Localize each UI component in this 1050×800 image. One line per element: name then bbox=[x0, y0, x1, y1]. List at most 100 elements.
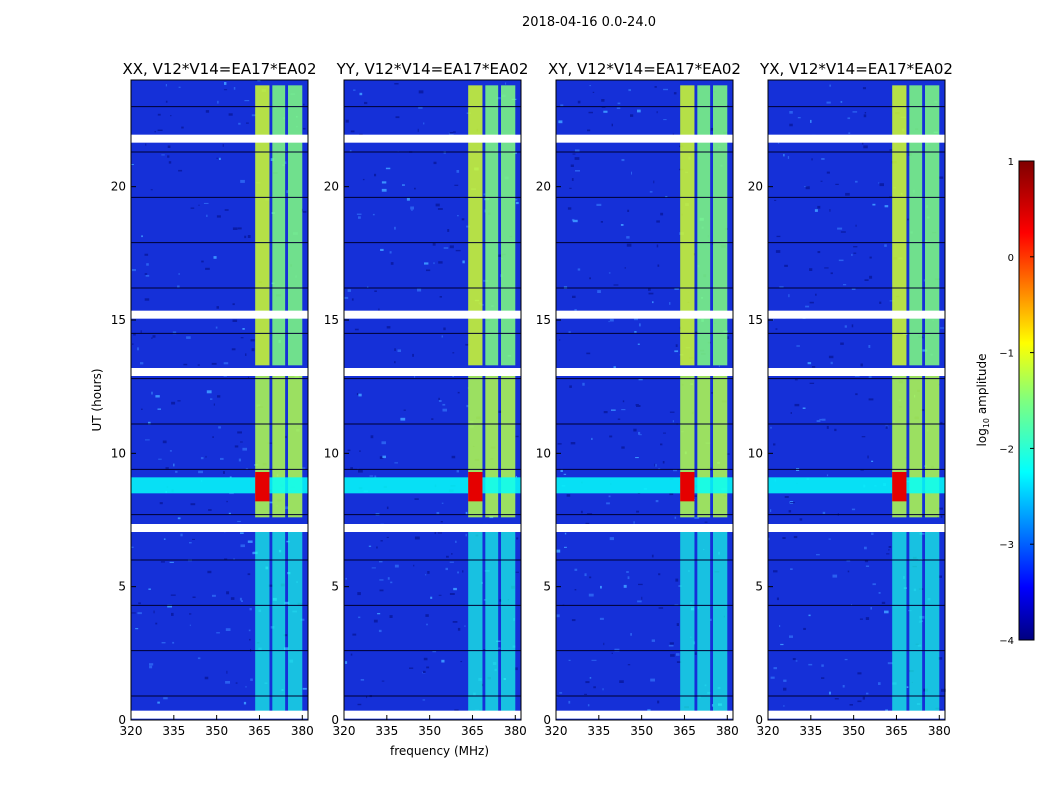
noise-cell bbox=[862, 87, 866, 90]
noise-cell bbox=[638, 431, 641, 435]
band-lower bbox=[255, 528, 270, 712]
noise-cell bbox=[570, 442, 576, 445]
noise-cell bbox=[821, 158, 825, 160]
noise-cell bbox=[243, 701, 247, 705]
noise-cell bbox=[616, 107, 621, 109]
noise-cell bbox=[601, 99, 605, 102]
noise-cell bbox=[151, 337, 153, 339]
noise-cell bbox=[161, 642, 166, 644]
noise-cell bbox=[418, 106, 423, 109]
noise-cell bbox=[608, 320, 610, 323]
noise-cell bbox=[189, 542, 192, 544]
noise-cell bbox=[870, 606, 872, 610]
noise-cell bbox=[422, 699, 426, 701]
data-gap bbox=[768, 524, 945, 532]
noise-cell bbox=[148, 421, 151, 425]
noise-cell bbox=[378, 308, 380, 311]
noise-cell bbox=[584, 573, 587, 577]
noise-cell bbox=[784, 496, 789, 498]
noise-cell bbox=[611, 652, 613, 654]
noise-cell bbox=[435, 203, 440, 207]
noise-cell bbox=[694, 517, 700, 519]
noise-cell bbox=[457, 215, 459, 217]
noise-cell bbox=[240, 179, 245, 183]
noise-cell bbox=[172, 641, 175, 644]
noise-cell bbox=[641, 596, 643, 600]
noise-cell bbox=[483, 193, 486, 196]
noise-cell bbox=[773, 443, 776, 446]
noise-cell bbox=[189, 613, 192, 615]
noise-cell bbox=[649, 191, 653, 193]
noise-cell bbox=[483, 649, 486, 651]
noise-cell bbox=[582, 382, 585, 386]
noise-cell bbox=[624, 267, 626, 269]
noise-cell bbox=[237, 520, 241, 522]
noise-cell bbox=[430, 596, 433, 599]
noise-cell bbox=[159, 502, 163, 505]
noise-cell bbox=[223, 362, 229, 365]
noise-cell bbox=[564, 532, 567, 535]
noise-cell bbox=[826, 474, 829, 477]
noise-cell bbox=[613, 366, 616, 369]
noise-cell bbox=[163, 697, 168, 700]
noise-cell bbox=[438, 594, 442, 596]
noise-cell bbox=[670, 654, 675, 657]
noise-cell bbox=[568, 659, 571, 661]
noise-cell bbox=[941, 688, 946, 692]
band-upper bbox=[713, 85, 728, 366]
noise-cell bbox=[239, 597, 242, 601]
noise-cell bbox=[247, 235, 251, 238]
noise-cell bbox=[397, 349, 401, 352]
axes-frame bbox=[555, 79, 734, 721]
noise-cell bbox=[412, 353, 414, 357]
noise-cell bbox=[223, 89, 228, 91]
noise-cell bbox=[792, 658, 796, 661]
noise-cell bbox=[621, 159, 625, 162]
noise-cell bbox=[132, 343, 134, 345]
band-lower bbox=[697, 528, 711, 712]
noise-cell bbox=[668, 644, 674, 647]
noise-cell bbox=[165, 84, 167, 87]
noise-cell bbox=[600, 221, 603, 223]
noise-cell bbox=[449, 593, 455, 595]
noise-cell bbox=[821, 664, 824, 667]
noise-cell bbox=[829, 691, 831, 695]
noise-cell bbox=[231, 348, 236, 351]
noise-cell bbox=[589, 677, 592, 679]
noise-cell bbox=[820, 180, 823, 182]
noise-cell bbox=[465, 343, 470, 346]
noise-cell bbox=[619, 680, 624, 683]
noise-cell bbox=[359, 450, 361, 452]
noise-cell bbox=[866, 692, 869, 695]
band-lower bbox=[909, 528, 923, 712]
noise-cell bbox=[718, 365, 720, 368]
noise-cell bbox=[843, 284, 847, 286]
flare-band bbox=[131, 477, 308, 494]
noise-cell bbox=[376, 546, 378, 549]
noise-cell bbox=[678, 585, 682, 587]
noise-cell bbox=[654, 463, 656, 467]
noise-cell bbox=[178, 273, 180, 275]
flare-band bbox=[344, 477, 521, 494]
noise-cell bbox=[558, 120, 563, 124]
noise-cell bbox=[427, 571, 430, 574]
noise-cell bbox=[658, 573, 661, 576]
noise-cell bbox=[228, 512, 231, 515]
noise-cell bbox=[406, 197, 410, 201]
noise-cell bbox=[855, 180, 858, 183]
heatmap-noise bbox=[344, 82, 519, 716]
noise-cell bbox=[216, 157, 218, 159]
noise-cell bbox=[233, 87, 236, 90]
noise-cell bbox=[269, 501, 273, 504]
noise-cell bbox=[861, 436, 866, 438]
noise-cell bbox=[838, 259, 844, 262]
noise-cell bbox=[387, 577, 390, 580]
noise-cell bbox=[704, 521, 708, 523]
noise-cell bbox=[864, 112, 867, 114]
noise-cell bbox=[189, 624, 191, 626]
noise-cell bbox=[726, 453, 730, 455]
noise-cell bbox=[591, 659, 597, 661]
noise-cell bbox=[614, 648, 620, 652]
noise-cell bbox=[345, 577, 347, 580]
noise-cell bbox=[203, 202, 209, 204]
